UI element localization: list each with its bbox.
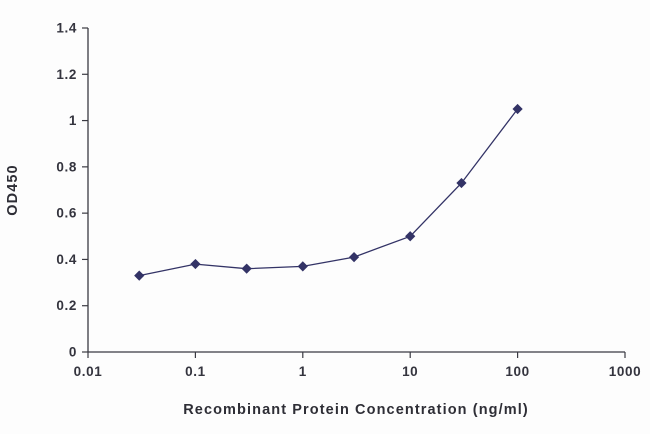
y-tick-label: 1.2 [56, 67, 77, 82]
y-tick-label: 0.4 [56, 252, 77, 267]
data-point-marker [297, 261, 308, 272]
y-tick-label: 0.2 [56, 298, 77, 313]
y-tick-label: 1.4 [56, 21, 77, 36]
x-tick-label: 1000 [609, 364, 641, 379]
data-point-marker [348, 252, 360, 263]
y-tick-label: 0.6 [56, 206, 77, 221]
data-point-marker [190, 258, 201, 270]
x-tick-label: 0.01 [74, 364, 103, 379]
x-tick-label: 10 [402, 364, 418, 379]
x-axis-title: Recombinant Protein Concentration (ng/ml… [183, 402, 529, 418]
x-tick-label: 100 [505, 364, 529, 379]
y-tick-label: 1 [69, 113, 77, 128]
data-point-marker [405, 231, 416, 242]
data-point-marker [456, 177, 467, 189]
y-axis-title: OD450 [5, 164, 21, 215]
plot-area: 0 0.2 0.4 0.6 0.8 1 1.2 1.4 0.01 0.1 1 10 100 1000 [56, 21, 641, 380]
data-point-marker [512, 103, 523, 115]
x-tick-label: 1 [299, 364, 307, 379]
data-point-marker [241, 263, 252, 274]
data-point-marker [134, 270, 145, 281]
y-tick-label: 0 [69, 345, 77, 360]
x-tick-label: 0.1 [185, 364, 206, 379]
y-tick-label: 0.8 [56, 159, 77, 174]
series-line [139, 108, 519, 277]
